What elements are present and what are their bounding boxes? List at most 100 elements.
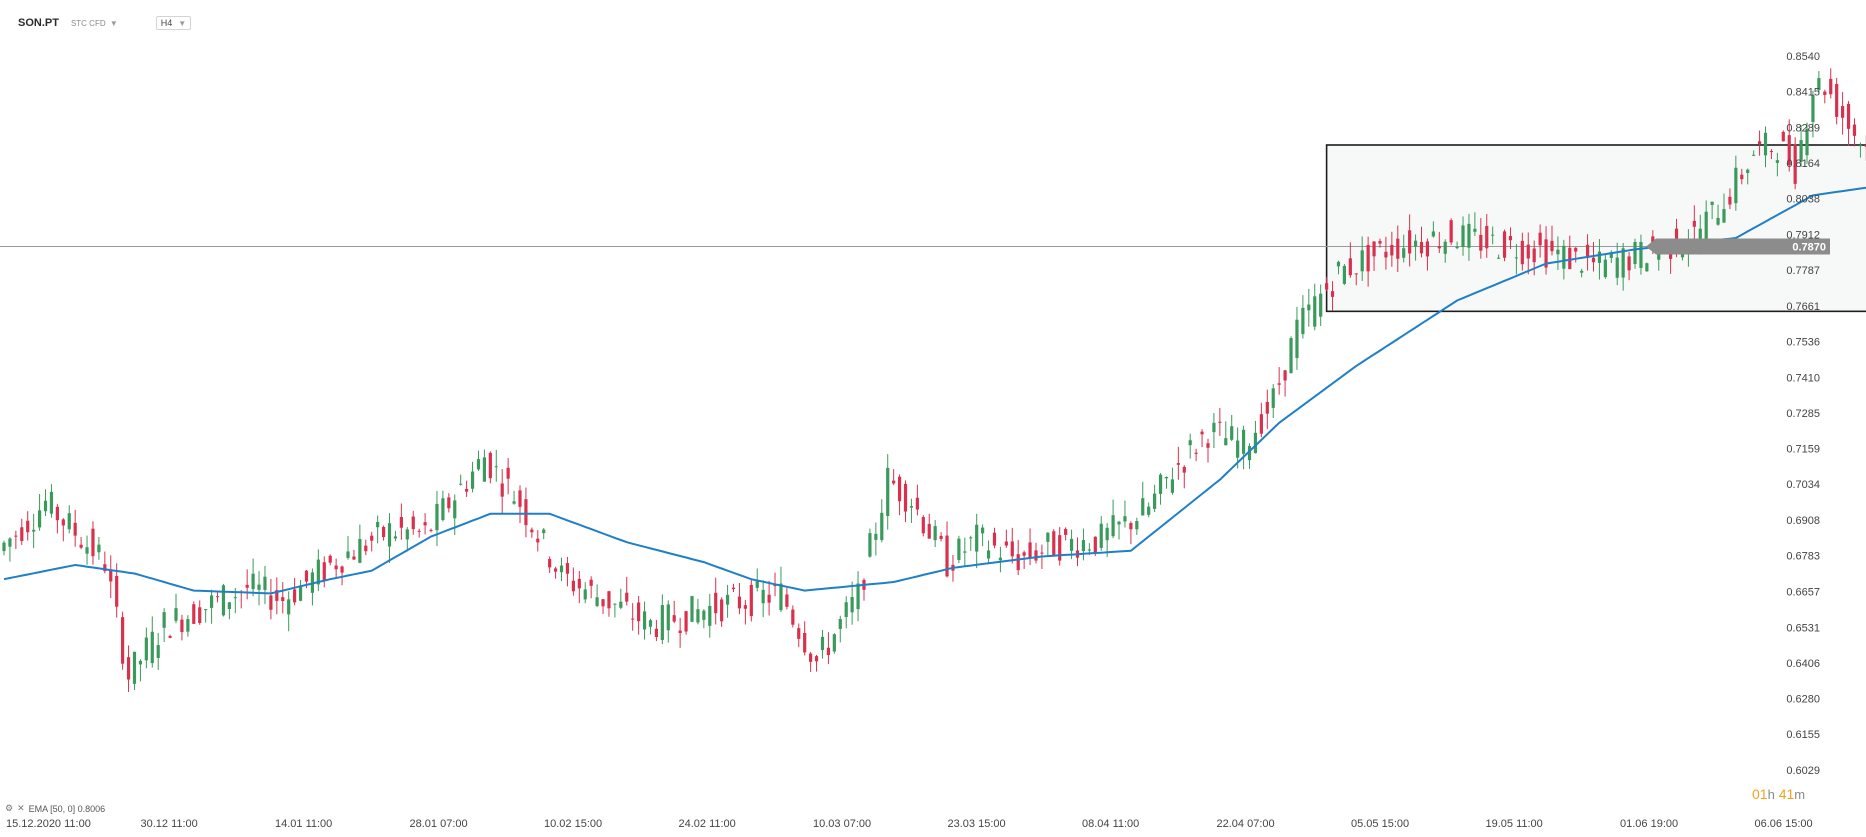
x-tick-label: 10.02 15:00 xyxy=(544,818,602,830)
candle-body xyxy=(1781,131,1785,142)
candle-body xyxy=(1491,234,1495,236)
candle-body xyxy=(619,601,623,608)
candle-body xyxy=(571,580,575,592)
candle-countdown: 01h 41m xyxy=(1752,786,1805,802)
candle-body xyxy=(1313,296,1317,327)
candle-body xyxy=(720,599,724,622)
current-price-label: 0.7870 xyxy=(1792,242,1826,254)
countdown-hours: 01 xyxy=(1752,786,1768,802)
candle-body xyxy=(1858,145,1862,147)
candle-body xyxy=(245,584,249,588)
candle-body xyxy=(1526,244,1530,259)
candle-body xyxy=(791,609,795,625)
candle-body xyxy=(352,556,356,560)
y-tick-label: 0.7034 xyxy=(1786,479,1820,491)
candle-body xyxy=(1574,247,1578,252)
candle-body xyxy=(381,526,386,538)
candle-body xyxy=(257,584,261,590)
candle-body xyxy=(832,634,836,652)
candle-body xyxy=(512,501,516,504)
candle-body xyxy=(1864,144,1866,147)
candle-body xyxy=(1147,506,1151,515)
timeframe-selector[interactable]: H4 ▼ xyxy=(155,16,192,30)
candle-body xyxy=(26,520,30,533)
x-tick-label: 24.02 11:00 xyxy=(679,818,736,830)
candle-body xyxy=(488,452,492,479)
candle-body xyxy=(132,651,137,684)
candle-body xyxy=(1360,250,1364,272)
candle-body xyxy=(672,615,676,622)
candle-body xyxy=(820,636,825,651)
candle-body xyxy=(459,483,463,485)
candle-body xyxy=(613,603,617,605)
candle-body xyxy=(334,565,338,570)
candle-body xyxy=(494,466,498,468)
x-tick-label: 14.01 11:00 xyxy=(275,818,332,830)
candle-body xyxy=(1093,536,1097,553)
candle-body xyxy=(417,530,421,532)
candle-body xyxy=(559,565,564,573)
settings-icon[interactable]: ⚙ xyxy=(5,803,14,813)
candle-body xyxy=(814,656,819,662)
y-tick-label: 0.8289 xyxy=(1786,122,1820,134)
candle-body xyxy=(1443,241,1447,254)
candle-body xyxy=(702,610,706,620)
candle-body xyxy=(1111,515,1115,537)
candle-body xyxy=(921,517,925,534)
candle-body xyxy=(915,497,919,510)
candle-body xyxy=(725,594,730,605)
ema-line xyxy=(3,186,1866,595)
x-tick-label: 15.12.2020 11:00 xyxy=(6,818,91,830)
candle-body xyxy=(933,526,937,541)
candle-body xyxy=(103,564,107,572)
candle-body xyxy=(14,535,18,537)
candle-body xyxy=(1141,498,1145,516)
candle-body xyxy=(1046,532,1050,542)
candle-body xyxy=(482,457,487,482)
candle-body xyxy=(1657,252,1661,260)
candle-body xyxy=(696,609,700,623)
candle-body xyxy=(1763,132,1768,156)
x-tick-label: 19.05 11:00 xyxy=(1486,818,1543,830)
candle-body xyxy=(293,589,297,603)
candle-body xyxy=(1621,248,1625,278)
candle-body xyxy=(1028,542,1032,558)
candle-body xyxy=(1348,258,1352,276)
y-tick-label: 0.8415 xyxy=(1786,87,1820,99)
candle-body xyxy=(281,597,285,602)
candle-body xyxy=(204,609,208,611)
candle-body xyxy=(1259,414,1263,434)
candle-body xyxy=(97,544,101,553)
candle-body xyxy=(897,476,902,502)
candle-body xyxy=(1716,217,1720,225)
candle-body xyxy=(986,550,991,559)
y-tick-label: 0.6657 xyxy=(1786,586,1820,598)
instrument-type-dropdown[interactable]: STC CFD ▼ xyxy=(71,19,118,28)
candle-body xyxy=(1206,443,1210,448)
candle-body xyxy=(684,611,688,632)
candle-body xyxy=(1194,452,1198,454)
candle-body xyxy=(138,660,143,665)
candle-body xyxy=(892,480,896,484)
candle-body xyxy=(1117,521,1121,525)
candle-body xyxy=(1799,140,1803,162)
candle-body xyxy=(1022,552,1026,556)
candle-body xyxy=(530,529,534,533)
candle-body xyxy=(1081,540,1086,552)
candle-body xyxy=(79,544,83,548)
candle-body xyxy=(969,537,973,539)
candle-body xyxy=(844,602,848,618)
candle-body xyxy=(1058,535,1062,561)
candle-body xyxy=(1627,256,1631,271)
candle-body xyxy=(1645,263,1649,272)
candle-body xyxy=(1502,231,1507,258)
candle-body xyxy=(1277,383,1281,385)
close-icon[interactable]: ✕ xyxy=(17,803,25,813)
candle-body xyxy=(1247,445,1252,461)
candle-body xyxy=(109,569,113,582)
candle-body xyxy=(168,636,172,638)
candle-body xyxy=(364,545,368,552)
candle-body xyxy=(737,596,742,609)
candle-body xyxy=(32,529,36,532)
